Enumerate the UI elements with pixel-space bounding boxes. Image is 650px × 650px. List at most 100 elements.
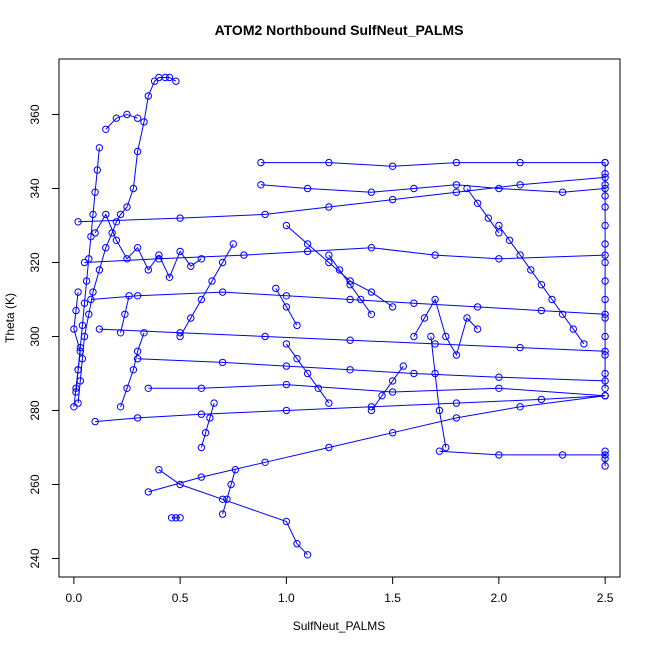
- data-point: [95, 266, 104, 274]
- data-point: [410, 369, 418, 378]
- data-point: [495, 384, 503, 392]
- data-point: [431, 369, 439, 378]
- data-point: [133, 244, 142, 252]
- data-point: [208, 277, 216, 285]
- data-point: [452, 181, 461, 189]
- series-line-3: [78, 176, 606, 223]
- data-point: [435, 447, 444, 455]
- data-point: [93, 166, 102, 174]
- data-point: [229, 240, 238, 248]
- data-point: [187, 314, 195, 322]
- data-point: [123, 203, 131, 211]
- y-tick-label: 260: [28, 474, 42, 494]
- data-point: [367, 403, 376, 411]
- data-point: [282, 517, 291, 526]
- data-point: [452, 158, 461, 167]
- data-point: [367, 244, 376, 252]
- data-point: [82, 277, 91, 285]
- data-point: [125, 292, 133, 300]
- data-point: [367, 288, 376, 296]
- data-point: [516, 403, 524, 411]
- data-point: [431, 251, 439, 259]
- y-tick-label: 280: [28, 400, 42, 420]
- y-tick-label: 360: [28, 104, 42, 124]
- data-point: [601, 181, 609, 189]
- x-tick-label: 1.5: [384, 591, 401, 605]
- data-point: [112, 218, 121, 226]
- data-point: [155, 466, 163, 474]
- series-line-33: [466, 188, 500, 234]
- data-point: [95, 325, 104, 333]
- data-point: [303, 369, 312, 378]
- data-point: [601, 447, 609, 455]
- series-line-27: [222, 469, 236, 515]
- data-point: [165, 273, 174, 281]
- data-point: [133, 414, 142, 422]
- data-point: [70, 403, 78, 411]
- data-point: [240, 251, 248, 259]
- data-point: [601, 462, 609, 470]
- data-point: [388, 388, 397, 396]
- data-point: [74, 366, 82, 374]
- data-point: [74, 399, 82, 407]
- data-point: [218, 510, 227, 518]
- data-point: [473, 303, 482, 311]
- x-tick-label: 2.0: [491, 591, 508, 605]
- data-point: [91, 417, 99, 426]
- data-point: [601, 295, 609, 304]
- data-point: [303, 247, 312, 256]
- data-point: [293, 321, 301, 330]
- data-point: [87, 295, 95, 304]
- data-point: [218, 258, 227, 267]
- data-point: [601, 221, 609, 230]
- data-point: [325, 258, 333, 267]
- data-point: [601, 454, 609, 463]
- data-point: [133, 147, 142, 156]
- data-point: [116, 329, 125, 337]
- data-point: [197, 410, 206, 418]
- data-point: [452, 188, 461, 196]
- data-point: [201, 429, 210, 437]
- series-line-9: [158, 469, 308, 556]
- data-point: [495, 221, 503, 230]
- y-tick-label: 300: [28, 326, 42, 346]
- data-point: [176, 480, 184, 489]
- data-point: [325, 158, 333, 167]
- series-line-5: [90, 291, 606, 315]
- data-point: [257, 181, 265, 189]
- data-point: [378, 392, 386, 400]
- data-point: [452, 414, 461, 422]
- data-point: [452, 399, 461, 407]
- x-tick-label: 2.5: [597, 591, 614, 605]
- data-point: [357, 295, 365, 304]
- data-point: [133, 347, 142, 355]
- data-point: [558, 310, 567, 318]
- x-tick-label: 0.5: [172, 591, 189, 605]
- data-point: [76, 347, 85, 355]
- x-axis: 0.0 0.5 1.0 1.5 2.0 2.5: [66, 576, 614, 605]
- data-point: [516, 343, 524, 352]
- data-point: [367, 406, 376, 415]
- data-point: [325, 203, 333, 211]
- data-point: [176, 214, 184, 222]
- x-axis-label: SulfNeut_PALMS: [293, 619, 386, 633]
- data-point: [70, 325, 78, 333]
- data-point: [80, 258, 89, 267]
- data-point: [231, 466, 240, 474]
- series-line-8: [148, 384, 606, 397]
- data-point: [516, 158, 524, 167]
- data-point: [484, 214, 492, 222]
- data-point: [197, 255, 206, 263]
- data-point: [388, 162, 397, 171]
- data-point: [452, 351, 461, 359]
- data-point: [210, 399, 218, 407]
- data-point: [150, 77, 159, 85]
- data-point: [548, 295, 556, 304]
- data-point: [495, 451, 503, 459]
- data-point: [218, 288, 227, 296]
- data-point: [172, 514, 180, 522]
- data-point: [495, 373, 503, 381]
- data-point: [112, 114, 121, 122]
- y-tick-label: 340: [28, 178, 42, 198]
